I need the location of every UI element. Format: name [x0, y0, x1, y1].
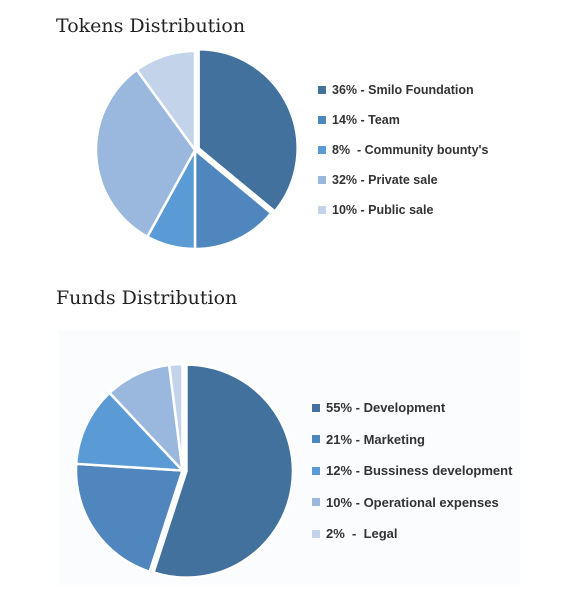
funds-distribution-title: Funds Distribution [56, 287, 238, 309]
pie-slice-public-sale [135, 49, 197, 152]
pie-slice-private-sale [94, 68, 197, 239]
legend-label: 14% - Team [332, 113, 400, 127]
legend-label: 10% - Operational expenses [326, 494, 499, 510]
legend-item-legal: 2% - Legal [312, 518, 512, 550]
legend-swatch [312, 529, 320, 538]
legend-item-team: 14% - Team [318, 105, 488, 135]
legend-swatch [318, 206, 326, 214]
legend-swatch [318, 176, 326, 184]
legend-label: 55% - Development [326, 400, 446, 416]
legend-swatch [312, 435, 320, 444]
legend-item-smilo-foundation: 36% - Smilo Foundation [318, 75, 488, 105]
pie-slice-smilo-foundation [197, 48, 299, 213]
legend-label: 8% - Community bounty's [332, 143, 489, 157]
legend-item-private-sale: 32% - Private sale [318, 165, 488, 195]
pie-slice-marketing [74, 462, 184, 574]
legend-swatch [318, 86, 326, 94]
tokens-pie-chart [94, 48, 299, 251]
legend-label: 36% - Smilo Foundation [332, 83, 474, 97]
tokens-distribution-title: Tokens Distribution [56, 15, 246, 37]
legend-label: 12% - Bussiness development [326, 463, 513, 479]
legend-item-development: 55% - Development [312, 392, 512, 424]
funds-pie-chart [74, 362, 295, 579]
legend-label: 2% - Legal [326, 526, 398, 542]
pie-slice-bussiness-development [74, 391, 184, 472]
legend-item-community-bounty-s: 8% - Community bounty's [318, 135, 488, 165]
legend-label: 32% - Private sale [332, 173, 438, 187]
legend-swatch [312, 498, 320, 507]
funds-legend: 55% - Development 21% - Marketing 12% - Bu… [312, 392, 512, 550]
legend-swatch [312, 403, 320, 412]
legend-label: 10% - Public sale [332, 203, 434, 217]
legend-item-bussiness-development: 12% - Bussiness development [312, 455, 512, 487]
legend-swatch [318, 116, 326, 124]
pie-slice-development [152, 363, 295, 579]
legend-item-operational-expenses: 10% - Operational expenses [312, 487, 512, 519]
legend-item-public-sale: 10% - Public sale [318, 195, 488, 225]
pie-slice-team [193, 148, 273, 251]
legend-item-marketing: 21% - Marketing [312, 424, 512, 456]
tokens-legend: 36% - Smilo Foundation 14% - Team 8% - Com… [318, 75, 488, 225]
legend-label: 21% - Marketing [326, 431, 425, 447]
pie-slice-legal [167, 362, 184, 472]
legend-swatch [318, 146, 326, 154]
legend-swatch [312, 466, 320, 475]
